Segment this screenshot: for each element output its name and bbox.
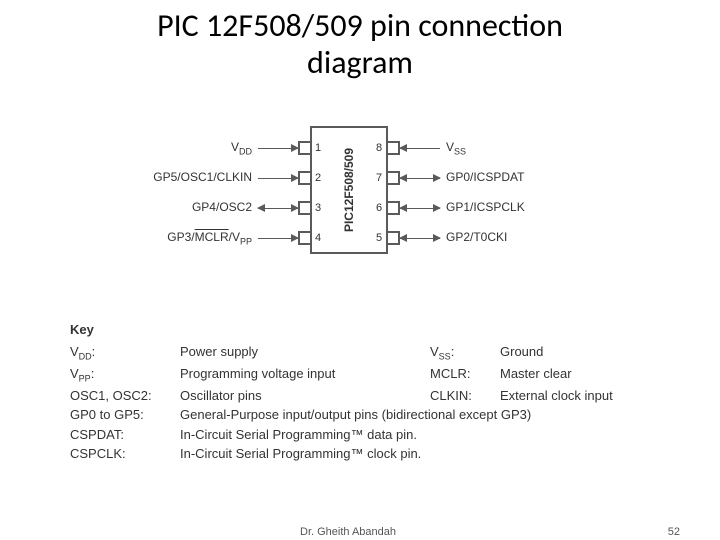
footer-author: Dr. Gheith Abandah <box>300 526 396 538</box>
pin-arrow-2 <box>258 178 298 179</box>
key-def: Power supply <box>180 342 430 364</box>
pin-socket-2 <box>298 171 310 185</box>
pin-label-7: GP0/ICSPDAT <box>446 170 524 184</box>
key-term: CSPCLK: <box>70 444 180 464</box>
pin-label-4: GP3/MCLR/VPP <box>167 230 252 246</box>
pin-label-2: GP5/OSC1/CLKIN <box>153 170 252 184</box>
pin-label-8: VSS <box>446 140 466 156</box>
footer-page: 52 <box>668 526 680 538</box>
key-def: Oscillator pins <box>180 386 430 406</box>
pin-arrow-5 <box>400 238 440 239</box>
key-term: MCLR: <box>430 364 500 386</box>
pin-socket-1 <box>298 141 310 155</box>
pin-number-3: 3 <box>315 202 321 214</box>
pin-number-5: 5 <box>376 232 382 244</box>
pin-arrow-3 <box>258 208 298 209</box>
key-term: CLKIN: <box>430 386 500 406</box>
key-heading: Key <box>70 320 660 340</box>
key-def: Programming voltage input <box>180 364 430 386</box>
key-term: GP0 to GP5: <box>70 405 180 425</box>
pin-arrow-7 <box>400 178 440 179</box>
pin-arrow-1 <box>258 148 298 149</box>
pin-socket-3 <box>298 201 310 215</box>
pin-arrow-8 <box>400 148 440 149</box>
key-row: VDD:Power supplyVSS:Ground <box>70 342 660 364</box>
pin-label-1: VDD <box>231 140 252 156</box>
key-def: Master clear <box>500 364 660 386</box>
pin-arrow-4 <box>258 238 298 239</box>
title-line-2: diagram <box>307 43 413 82</box>
pin-number-1: 1 <box>315 142 321 154</box>
key-term: VPP: <box>70 364 180 386</box>
chip-label: PIC12F508/509 <box>342 140 356 240</box>
pin-diagram: PIC12F508/509 1 VDD 2 GP5/OSC1/CLKIN 3 GP4/OSC… <box>0 100 720 290</box>
title-line-1: PIC 12F508/509 pin connection <box>157 6 563 45</box>
key-row: OSC1, OSC2:Oscillator pinsCLKIN:External… <box>70 386 660 406</box>
pin-arrow-6 <box>400 208 440 209</box>
key-def: In-Circuit Serial Programming™ data pin. <box>180 425 660 445</box>
pin-label-6: GP1/ICSPCLK <box>446 200 525 214</box>
key-term: VDD: <box>70 342 180 364</box>
pin-socket-4 <box>298 231 310 245</box>
key-row: CSPCLK:In-Circuit Serial Programming™ cl… <box>70 444 660 464</box>
key-row: VPP:Programming voltage inputMCLR:Master… <box>70 364 660 386</box>
key-term: OSC1, OSC2: <box>70 386 180 406</box>
key-legend: Key VDD:Power supplyVSS:GroundVPP:Progra… <box>70 320 660 464</box>
pin-number-7: 7 <box>376 172 382 184</box>
key-row: GP0 to GP5:General-Purpose input/output … <box>70 405 660 425</box>
key-def: General-Purpose input/output pins (bidir… <box>180 405 660 425</box>
pin-number-6: 6 <box>376 202 382 214</box>
pin-label-5: GP2/T0CKI <box>446 230 507 244</box>
pin-number-4: 4 <box>315 232 321 244</box>
slide-title: PIC 12F508/509 pin connection diagram <box>0 0 720 82</box>
key-def: In-Circuit Serial Programming™ clock pin… <box>180 444 660 464</box>
pin-label-3: GP4/OSC2 <box>192 200 252 214</box>
pin-number-8: 8 <box>376 142 382 154</box>
key-term: VSS: <box>430 342 500 364</box>
key-row: CSPDAT:In-Circuit Serial Programming™ da… <box>70 425 660 445</box>
pin-number-2: 2 <box>315 172 321 184</box>
key-def: Ground <box>500 342 660 364</box>
key-def: External clock input <box>500 386 660 406</box>
key-term: CSPDAT: <box>70 425 180 445</box>
